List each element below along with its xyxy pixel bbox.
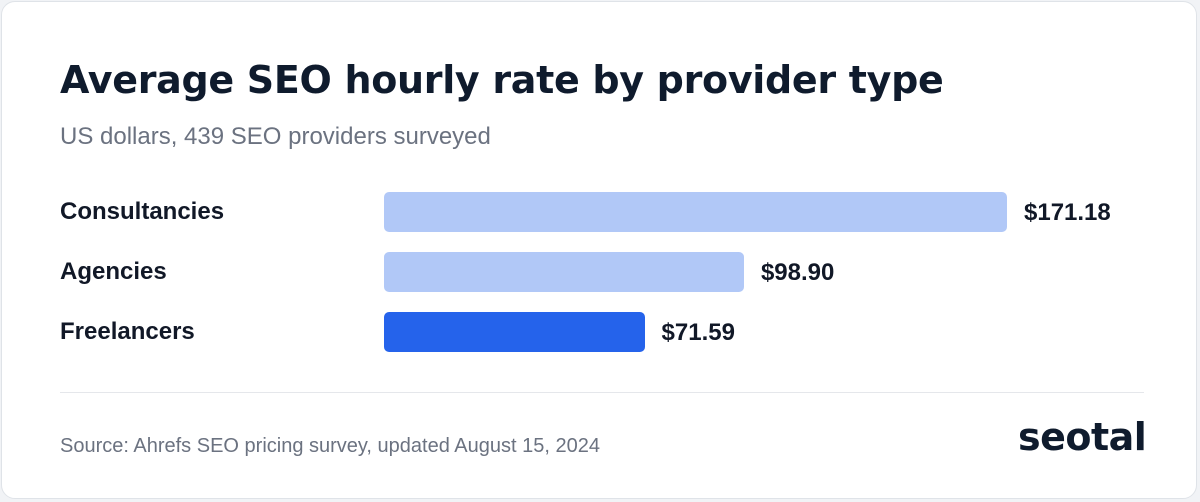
source-note: Source: Ahrefs SEO pricing survey, updat…	[60, 435, 600, 457]
bar	[384, 252, 744, 292]
chart-title: Average SEO hourly rate by provider type	[60, 58, 944, 102]
value-label: $71.59	[661, 319, 735, 346]
brand-logo: seotal	[1018, 415, 1147, 459]
divider	[60, 392, 1144, 393]
bar	[384, 312, 645, 352]
value-label: $171.18	[1024, 199, 1111, 226]
value-label: $98.90	[760, 259, 835, 286]
bar	[384, 192, 1007, 232]
chart-subtitle: US dollars, 439 SEO providers surveyed	[60, 123, 491, 150]
category-label: Agencies	[60, 258, 167, 285]
category-label: Consultancies	[60, 198, 225, 225]
category-label: Freelancers	[60, 318, 195, 345]
